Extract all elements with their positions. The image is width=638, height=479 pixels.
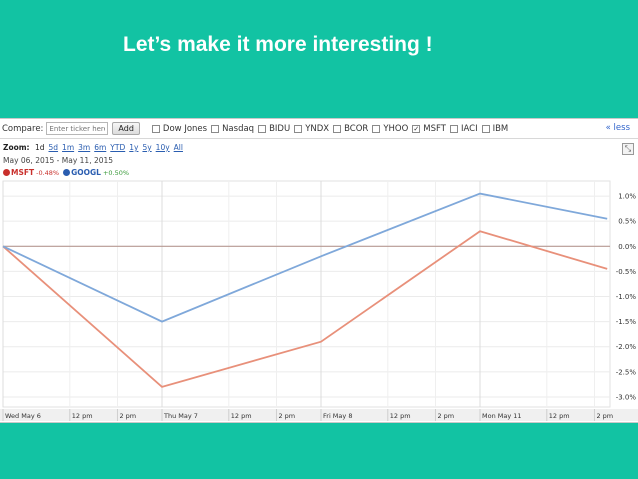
compare-item-yndx[interactable]: YNDX bbox=[294, 124, 329, 134]
x-tick-label: 12 pm bbox=[549, 412, 570, 420]
checkbox[interactable] bbox=[294, 124, 303, 133]
y-tick-label: 0.0% bbox=[618, 243, 636, 251]
checkbox[interactable] bbox=[211, 124, 220, 133]
compare-item-msft[interactable]: ✓ MSFT bbox=[412, 124, 446, 134]
y-tick-label: -3.0% bbox=[616, 393, 637, 401]
compare-items: Dow Jones Nasdaq BIDU YNDX BCOR YHOO ✓ MSFT IACI… bbox=[151, 123, 512, 134]
checkbox[interactable] bbox=[481, 124, 490, 133]
x-tick-label: 2 pm bbox=[596, 412, 613, 420]
y-tick-label: 1.0% bbox=[618, 193, 636, 201]
zoom-label: Zoom: bbox=[3, 143, 30, 152]
compare-item-label: BCOR bbox=[344, 123, 369, 134]
compare-item-nasdaq[interactable]: Nasdaq bbox=[211, 124, 254, 134]
compare-item-dow-jones[interactable]: Dow Jones bbox=[151, 123, 208, 134]
checkbox[interactable] bbox=[151, 124, 160, 133]
less-link[interactable]: « less bbox=[605, 123, 630, 133]
legend-googl-change: +0.50% bbox=[102, 168, 130, 177]
checkbox[interactable] bbox=[372, 124, 381, 133]
compare-item-label: IACI bbox=[460, 123, 478, 134]
date-range: May 06, 2015 - May 11, 2015 bbox=[3, 156, 114, 165]
plot-frame bbox=[2, 180, 611, 408]
compare-item-label: MSFT bbox=[423, 123, 446, 134]
legend-msft-name[interactable]: MSFT bbox=[11, 168, 35, 177]
zoom-row: Zoom: 1d 5d 1m 3m 6m YTD 1y 5y 10y All bbox=[3, 143, 187, 152]
zoom-option-3m[interactable]: 3m bbox=[78, 143, 91, 152]
compare-item-yhoo[interactable]: YHOO bbox=[372, 124, 408, 134]
checkbox[interactable] bbox=[333, 124, 342, 133]
zoom-option-6m[interactable]: 6m bbox=[94, 143, 107, 152]
zoom-options: 1d 5d 1m 3m 6m YTD 1y 5y 10y All bbox=[35, 143, 187, 152]
zoom-option-1m[interactable]: 1m bbox=[62, 143, 75, 152]
compare-item-bcor[interactable]: BCOR bbox=[333, 124, 368, 134]
x-tick-label: 2 pm bbox=[278, 412, 295, 420]
googl-color-dot bbox=[63, 169, 71, 176]
compare-label: Compare: bbox=[2, 123, 44, 134]
x-tick-label: 2 pm bbox=[437, 412, 454, 420]
x-tick-label: 12 pm bbox=[231, 412, 252, 420]
y-tick-label: 0.5% bbox=[618, 218, 636, 226]
x-axis-band bbox=[0, 409, 638, 421]
x-tick-label: 12 pm bbox=[72, 412, 93, 420]
add-button[interactable]: Add bbox=[112, 122, 140, 135]
x-tick-label: Mon May 11 bbox=[482, 412, 522, 420]
compare-item-iaci[interactable]: IACI bbox=[449, 123, 478, 134]
x-tick-label: Wed May 6 bbox=[5, 412, 41, 420]
zoom-option-1y[interactable]: 1y bbox=[129, 143, 139, 152]
legend-googl-name[interactable]: GOOGL bbox=[71, 168, 101, 177]
zoom-option-10y[interactable]: 10y bbox=[155, 143, 170, 152]
msft-color-dot bbox=[3, 169, 10, 176]
zoom-option-1d[interactable]: 1d bbox=[34, 143, 45, 152]
y-tick-label: -1.5% bbox=[616, 318, 637, 326]
checkbox[interactable] bbox=[258, 124, 267, 133]
compare-item-bidu[interactable]: BIDU bbox=[258, 124, 290, 134]
slide-title: Let’s make it more interesting ! bbox=[123, 33, 433, 56]
legend-msft-change: -0.48% bbox=[36, 168, 60, 177]
x-tick-label: 2 pm bbox=[119, 412, 136, 420]
y-tick-label: -1.0% bbox=[616, 293, 637, 301]
compare-item-ibm[interactable]: IBM bbox=[481, 123, 509, 134]
y-tick-label: -2.0% bbox=[616, 343, 637, 351]
ticker-input[interactable] bbox=[46, 122, 109, 135]
checkbox[interactable] bbox=[449, 124, 458, 133]
compare-item-label: YHOO bbox=[383, 123, 409, 134]
expand-icon[interactable]: ⤡ bbox=[622, 143, 634, 155]
zoom-option-5d[interactable]: 5d bbox=[48, 143, 59, 152]
zoom-option-ytd[interactable]: YTD bbox=[110, 143, 126, 152]
x-tick-label: 12 pm bbox=[390, 412, 411, 420]
legend: MSFT -0.48% GOOGL +0.50% bbox=[3, 168, 129, 177]
series-line-googl bbox=[2, 192, 608, 323]
compare-item-label: Dow Jones bbox=[162, 123, 208, 134]
series-line-msft bbox=[2, 230, 608, 388]
line-chart: 1.0% 0.5% 0.0% -0.5% -1.0% -1.5% -2.0% -2.5% -3.… bbox=[0, 180, 638, 421]
y-tick-label: -0.5% bbox=[616, 268, 637, 276]
compare-item-label: IBM bbox=[492, 123, 509, 134]
compare-item-label: YNDX bbox=[305, 123, 330, 134]
stock-chart-panel: Compare: Add Dow Jones Nasdaq BIDU YNDX BCOR… bbox=[0, 118, 638, 423]
y-tick-label: -2.5% bbox=[616, 368, 637, 376]
compare-item-label: Nasdaq bbox=[222, 123, 255, 134]
zoom-option-all[interactable]: All bbox=[173, 143, 183, 152]
checkbox[interactable]: ✓ bbox=[412, 124, 421, 133]
x-tick-label: Fri May 8 bbox=[323, 412, 352, 420]
compare-bar: Compare: Add Dow Jones Nasdaq BIDU YNDX BCOR… bbox=[0, 119, 638, 139]
zoom-option-5y[interactable]: 5y bbox=[142, 143, 152, 152]
x-tick-label: Thu May 7 bbox=[163, 412, 198, 420]
compare-item-label: BIDU bbox=[269, 123, 291, 134]
